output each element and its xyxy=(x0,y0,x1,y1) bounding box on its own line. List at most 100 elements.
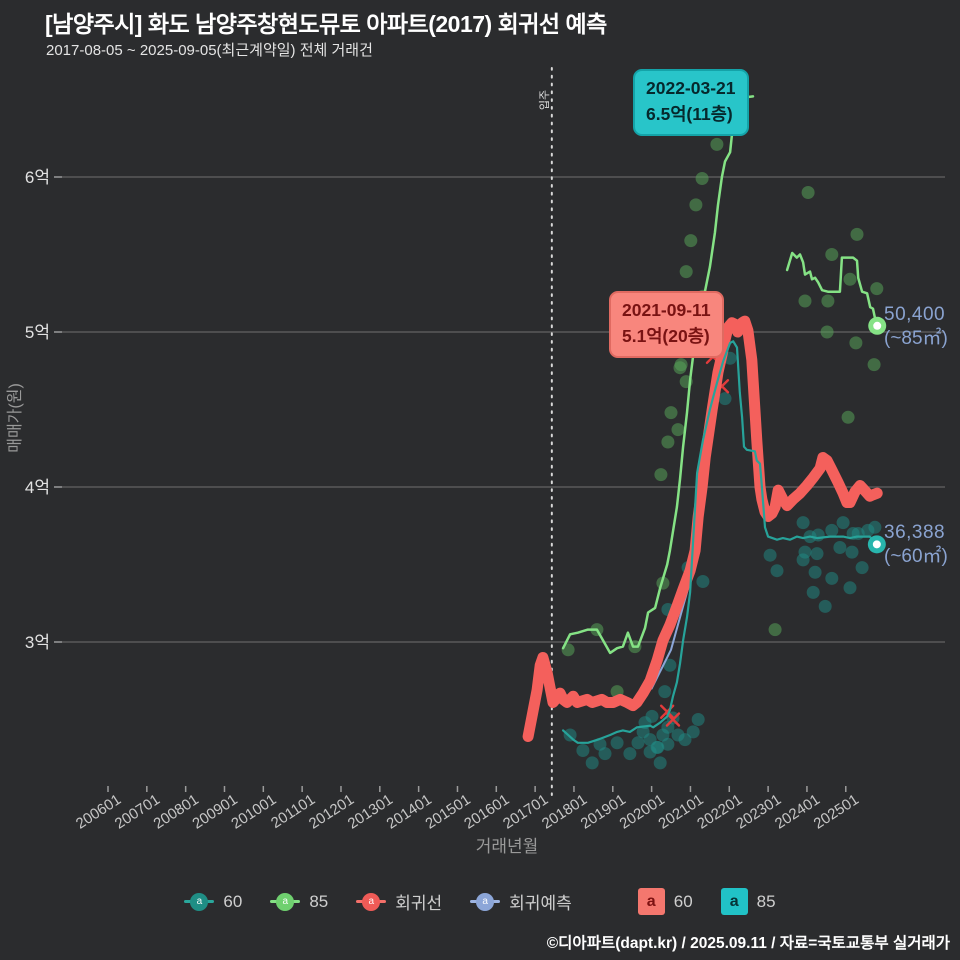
dot-60-transactions xyxy=(843,581,857,595)
dot-60-transactions xyxy=(811,528,825,542)
annotation-max-60-date: 2021-09-11 xyxy=(622,300,711,320)
dot-85-transactions xyxy=(801,186,815,199)
dot-60-transactions xyxy=(585,756,599,770)
dot-60-transactions xyxy=(631,736,645,750)
endpoint-marker-core xyxy=(872,540,881,549)
line-marker-icon-85: a xyxy=(270,892,301,911)
legend-item-prediction: a 회귀예측 xyxy=(470,889,572,914)
endpoint-marker-core xyxy=(873,321,882,330)
series-price-85 xyxy=(561,95,755,655)
dot-60-transactions xyxy=(808,565,822,579)
dot-60-transactions xyxy=(855,561,869,575)
annotation-legend-group: a 60 a 85 xyxy=(637,888,776,915)
legend-label: 85 xyxy=(756,891,776,911)
dot-60-transactions xyxy=(810,547,824,561)
endpoint-area-85: (~85㎡) xyxy=(884,327,948,349)
dot-85-transactions xyxy=(798,294,812,308)
dot-60-transactions xyxy=(868,520,882,534)
x-axis-title: 거래년월 xyxy=(476,837,539,856)
dot-60-transactions xyxy=(651,740,665,754)
outlier-x-icon xyxy=(665,712,681,727)
dot-60-transactions xyxy=(806,585,820,599)
dot-60-transactions xyxy=(686,725,700,739)
dot-85-transactions xyxy=(820,325,834,339)
annotation-max-60: 2021-09-11 5.1억(20층) xyxy=(609,291,724,358)
dot-85-transactions xyxy=(870,282,884,296)
endpoint-area-60: (~60㎡) xyxy=(884,545,948,567)
credit-line: ©디아파트(dapt.kr) / 2025.09.11 / 자료=국토교통부 실… xyxy=(546,935,950,952)
dot-60-transactions xyxy=(796,516,810,530)
legend-item-annotation-60: a 60 xyxy=(637,888,693,915)
dot-85-transactions xyxy=(674,358,688,372)
dot-85-transactions xyxy=(850,227,864,241)
y-axis-title: 매매가(원) xyxy=(6,383,24,453)
dot-85-transactions xyxy=(661,435,675,449)
dot-60-transactions xyxy=(610,736,624,750)
dot-60-transactions xyxy=(623,747,637,761)
dot-60-transactions xyxy=(798,545,812,559)
dot-60-transactions xyxy=(678,733,692,747)
legend-label: 회귀예측 xyxy=(509,894,572,913)
dot-60-transactions xyxy=(770,564,784,578)
line-marker-icon-regression: a xyxy=(356,892,387,911)
dot-60-transactions xyxy=(825,571,839,585)
x-tick-label: 201001 xyxy=(228,791,279,833)
dot-85-transactions xyxy=(867,358,881,372)
legend-label: 회귀선 xyxy=(395,894,443,913)
endpoint-label-60: 36,388 (~60㎡) xyxy=(884,521,948,569)
dot-85-transactions xyxy=(768,623,782,637)
annotation-max-85-price: 6.5억(11층) xyxy=(646,104,733,125)
y-tick-label: 4억 xyxy=(25,478,50,497)
annotation-box-icon-60: a xyxy=(637,888,665,915)
x-tick-label: 202501 xyxy=(811,791,862,833)
y-tick-label: 5억 xyxy=(25,323,50,342)
dot-60-transactions xyxy=(763,548,777,562)
dot-60-transactions xyxy=(718,392,732,406)
legend-label: 60 xyxy=(673,891,693,911)
dot-60-transactions xyxy=(598,747,612,761)
annotation-max-85-date: 2022-03-21 xyxy=(646,78,736,98)
dot-60-transactions xyxy=(833,541,847,554)
y-tick-label: 6억 xyxy=(25,168,50,187)
annotation-max-60-price: 5.1억(20층) xyxy=(622,326,710,347)
dot-60-transactions xyxy=(825,523,839,537)
legend-item-85: a 85 xyxy=(270,892,328,912)
legend-item-regression: a 회귀선 xyxy=(356,889,442,914)
dot-60-transactions xyxy=(576,744,590,757)
endpoint-value-85: 50,400 xyxy=(884,304,946,325)
legend-label: 85 xyxy=(309,891,329,911)
dot-85-transactions xyxy=(671,423,685,437)
dot-85-transactions xyxy=(664,406,678,420)
annotation-max-85: 2022-03-21 6.5억(11층) xyxy=(633,69,749,136)
page-title: [남양주시] 화도 남양주창현도뮤토 아파트(2017) 회귀선 예측 xyxy=(45,11,607,37)
line-marker-icon-60: a xyxy=(184,892,215,911)
dot-85-transactions xyxy=(825,248,839,261)
dot-85-transactions xyxy=(843,272,857,286)
line-marker-icon-prediction: a xyxy=(470,892,501,911)
dot-60-transactions xyxy=(818,599,832,613)
dot-60-transactions xyxy=(653,756,667,770)
dot-85-transactions xyxy=(689,198,703,212)
dot-85-transactions xyxy=(821,294,835,308)
dot-60-transactions xyxy=(696,575,710,588)
dot-60-transactions xyxy=(845,545,859,559)
legend-label: 60 xyxy=(223,891,243,911)
dot-85-transactions xyxy=(710,137,724,151)
series-price-85 xyxy=(785,251,879,328)
dot-60-transactions xyxy=(691,713,705,726)
y-tick-label: 3억 xyxy=(25,633,50,652)
move-in-label: 입주 xyxy=(538,90,551,110)
dot-85-transactions xyxy=(841,410,855,424)
dot-85-transactions xyxy=(679,265,693,279)
dot-85-transactions xyxy=(695,172,709,185)
dot-85-transactions xyxy=(654,468,668,482)
dot-60-transactions xyxy=(661,737,675,751)
annotation-box-icon-85: a xyxy=(720,888,748,915)
dot-85-transactions xyxy=(684,234,698,248)
endpoint-value-60: 36,388 xyxy=(884,522,946,543)
dot-60-transactions xyxy=(645,709,659,723)
dot-60-transactions xyxy=(658,685,672,699)
series-regression xyxy=(522,315,883,742)
